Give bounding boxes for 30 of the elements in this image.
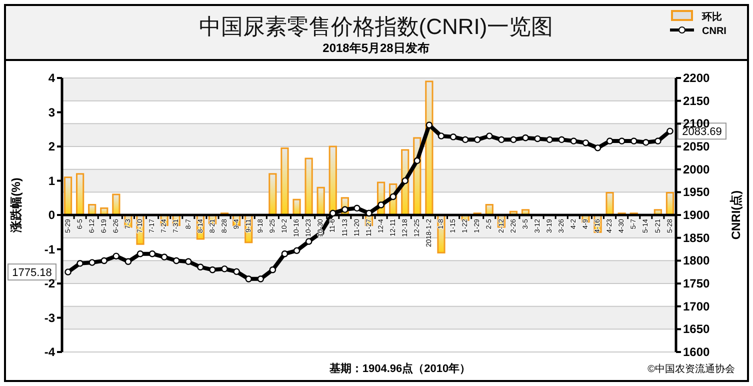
y-tick-label: 0: [48, 208, 56, 222]
y-tick-label: -4: [44, 345, 56, 359]
text: 基期：1904.96点（2010年）: [328, 362, 471, 375]
y-tick-label: 3: [48, 105, 56, 120]
chart-title: 中国尿素零售价格指数(CNRI)一览图: [198, 14, 554, 39]
y2-tick-label: 1950: [683, 185, 710, 200]
y2-tick-label: 1850: [683, 230, 710, 245]
chart-subtitle: 2018年5月28日发布: [322, 41, 430, 55]
y-tick-label: -3: [44, 310, 56, 325]
y2-tick-label: 1600: [683, 345, 710, 359]
y2-tick-label: 2150: [683, 94, 710, 108]
legend-label: 环比: [701, 11, 722, 23]
y2-tick-label: 2050: [683, 140, 710, 154]
y2-tick-label: 1800: [683, 254, 710, 268]
y-tick-label: -1: [44, 242, 56, 256]
y2-tick-label: 1700: [683, 299, 710, 314]
y2-tick-label: 1650: [683, 322, 710, 336]
y2-tick-label: 1900: [683, 208, 710, 222]
text: ©中国农资流通协会: [648, 363, 735, 375]
y2-tick-label: 1750: [683, 276, 710, 290]
y-axis-title: 涨跌幅(%): [9, 178, 23, 234]
y-tick-label: 1: [48, 174, 56, 188]
data-label: 1775.18: [12, 267, 52, 279]
legend-label: CNRI: [702, 26, 727, 37]
y2-axis-title: CNRI(点): [729, 190, 743, 240]
y-tick-label: -2: [44, 276, 56, 290]
y2-tick-label: 2000: [683, 162, 710, 176]
y-tick-label: 4: [48, 71, 56, 85]
y-tick-label: 2: [48, 140, 56, 154]
y2-tick-label: 2200: [683, 71, 710, 85]
